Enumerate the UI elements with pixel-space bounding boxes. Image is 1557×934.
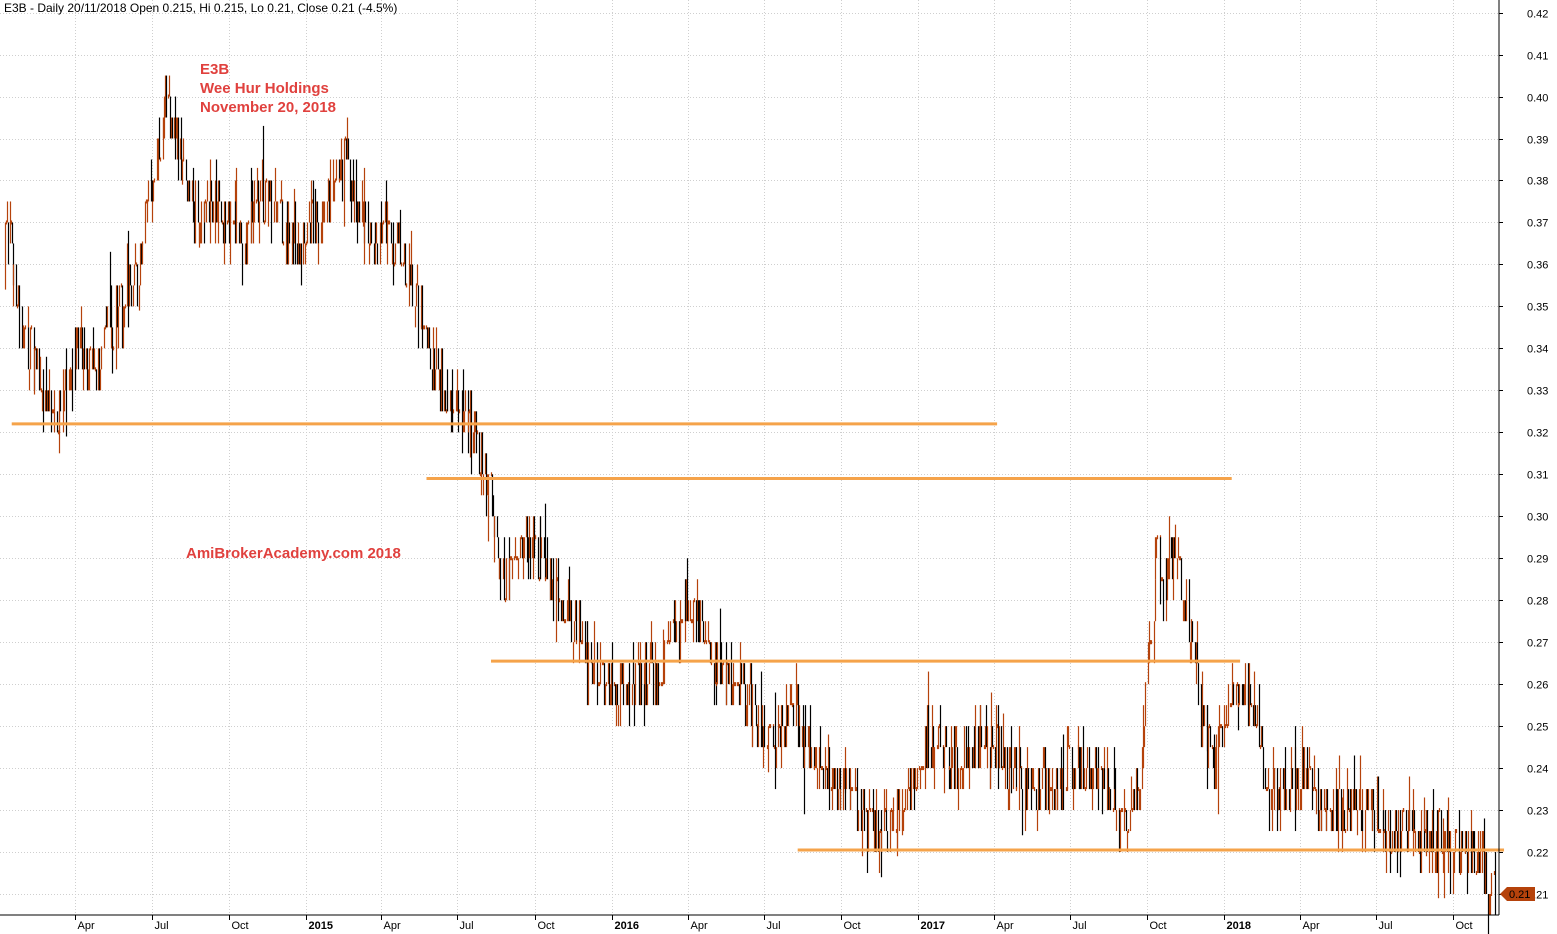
support-resistance-lines [11,422,1505,852]
y-tick-label: 0.24 [1527,764,1548,776]
y-tick-label: 0.25 [1527,722,1548,734]
x-tick-label: 2015 [309,920,333,932]
annotation-ticker: E3B [200,61,230,78]
x-tick-label: Oct [1456,920,1473,932]
y-tick-label: 0.33 [1527,386,1548,398]
x-tick-label: Jul [1073,920,1087,932]
y-tick-label: 0.26 [1527,680,1548,692]
x-tick-label: 2016 [615,920,639,932]
x-tick-label: 2017 [921,920,945,932]
x-axis-ticks: Apr Jul Oct 2015 Apr Jul Oct 2016 Apr Jul Oct 2017 A… [75,915,1473,932]
y-tick-label: 0.39 [1527,135,1548,147]
annotation-block: E3B Wee Hur Holdings November 20, 2018 [200,60,336,117]
watermark: AmiBrokerAcademy.com 2018 [186,545,401,562]
y-tick-label: 0.22 [1527,848,1548,860]
x-tick-label: Apr [1303,920,1320,932]
y-tick-label: 0.37 [1527,218,1548,230]
annotation-date: November 20, 2018 [200,99,336,116]
x-tick-label: Apr [384,920,401,932]
y-tick-label: 0.35 [1527,302,1548,314]
x-tick-label: Jul [155,920,169,932]
y-tick-label: 0.34 [1527,344,1548,356]
y-tick-label: 0.27 [1527,638,1548,650]
y-tick-label: 0.42 [1527,9,1548,21]
y-tick-label: 0.38 [1527,176,1548,188]
x-tick-label: Jul [1379,920,1393,932]
annotation-company: Wee Hur Holdings [200,80,329,97]
last-price-tag: 0.21 [1500,887,1535,902]
y-tick-label: 0.28 [1527,596,1548,608]
x-tick-label: Apr [78,920,95,932]
grid [0,0,1499,915]
x-tick-label: Oct [538,920,555,932]
x-tick-label: Jul [460,920,474,932]
x-tick-label: Oct [232,920,249,932]
y-tick-label: 0.23 [1527,806,1548,818]
y-tick-label: 0.29 [1527,554,1548,566]
y-tick-label: 0.32 [1527,428,1548,440]
y-axis-ticks: 0.21 0.22 0.23 0.24 0.25 0.26 0.27 0.28 0.29 0.30… [1499,9,1548,902]
x-tick-label: Oct [1150,920,1167,932]
x-tick-label: Jul [767,920,781,932]
x-tick-label: Oct [844,920,861,932]
chart-header: E3B - Daily 20/11/2018 Open 0.215, Hi 0.… [4,1,398,15]
last-price-label: 0.21 [1509,889,1530,901]
y-tick-label: 0.30 [1527,512,1548,524]
x-tick-label: 2018 [1227,920,1251,932]
y-tick-label: 0.40 [1527,93,1548,105]
y-tick-label: 0.41 [1527,51,1548,63]
x-tick-label: Apr [997,920,1014,932]
y-tick-label: 0.36 [1527,260,1548,272]
x-tick-label: Apr [691,920,708,932]
y-tick-label: 0.31 [1527,470,1548,482]
